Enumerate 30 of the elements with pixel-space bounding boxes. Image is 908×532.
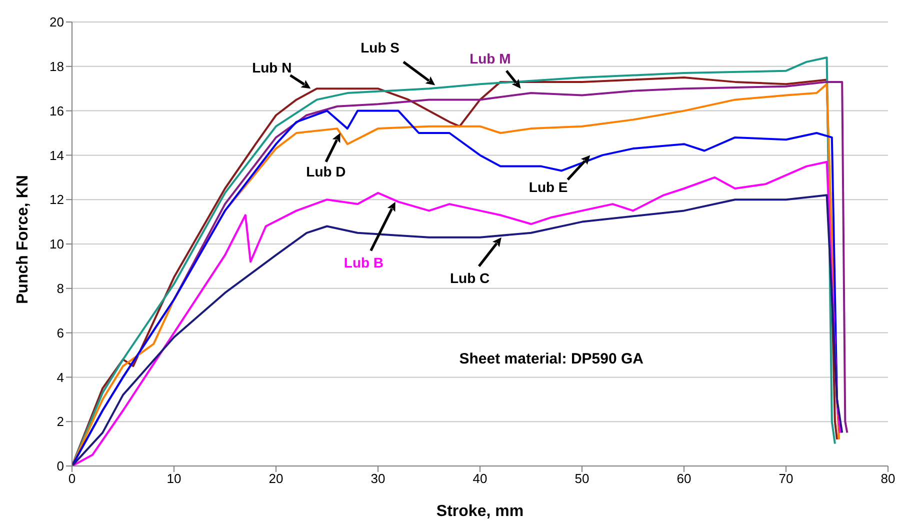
y-tick-label: 4	[56, 370, 64, 385]
x-axis-title: Stroke, mm	[436, 503, 524, 520]
y-axis-title: Punch Force, KN	[14, 175, 32, 304]
x-tick-label: 30	[370, 471, 386, 486]
y-tick-label: 14	[50, 148, 64, 163]
series-label: Lub N	[252, 59, 292, 76]
y-tick-label: 12	[50, 192, 64, 208]
y-tick-label: 10	[50, 236, 64, 252]
series-label: Lub D	[306, 164, 346, 180]
x-tick-label: 60	[676, 471, 692, 486]
series-label: Lub E	[528, 179, 568, 196]
y-tick-label: 8	[56, 281, 64, 296]
y-tick-label: 6	[56, 325, 64, 340]
x-tick-label: 80	[880, 471, 896, 486]
y-tick-label: 20	[50, 14, 64, 30]
y-tick-label: 16	[50, 103, 64, 118]
annotation: Sheet material: DP590 GA	[459, 350, 644, 368]
text: Lub C	[450, 270, 490, 286]
y-tick-label: 2	[56, 414, 64, 430]
x-tick-label: 40	[472, 471, 488, 486]
text: Lub B	[344, 254, 384, 271]
text: Lub S	[360, 39, 400, 56]
text: Lub M	[470, 50, 511, 66]
y-tick-label: 0	[56, 458, 64, 474]
x-tick-label: 10	[166, 471, 182, 486]
x-tick-label: 0	[68, 471, 76, 486]
x-tick-label: 70	[778, 471, 794, 486]
x-tick-label: 20	[268, 471, 284, 486]
x-tick-label: 50	[574, 471, 590, 486]
y-tick-label: 18	[50, 59, 64, 74]
